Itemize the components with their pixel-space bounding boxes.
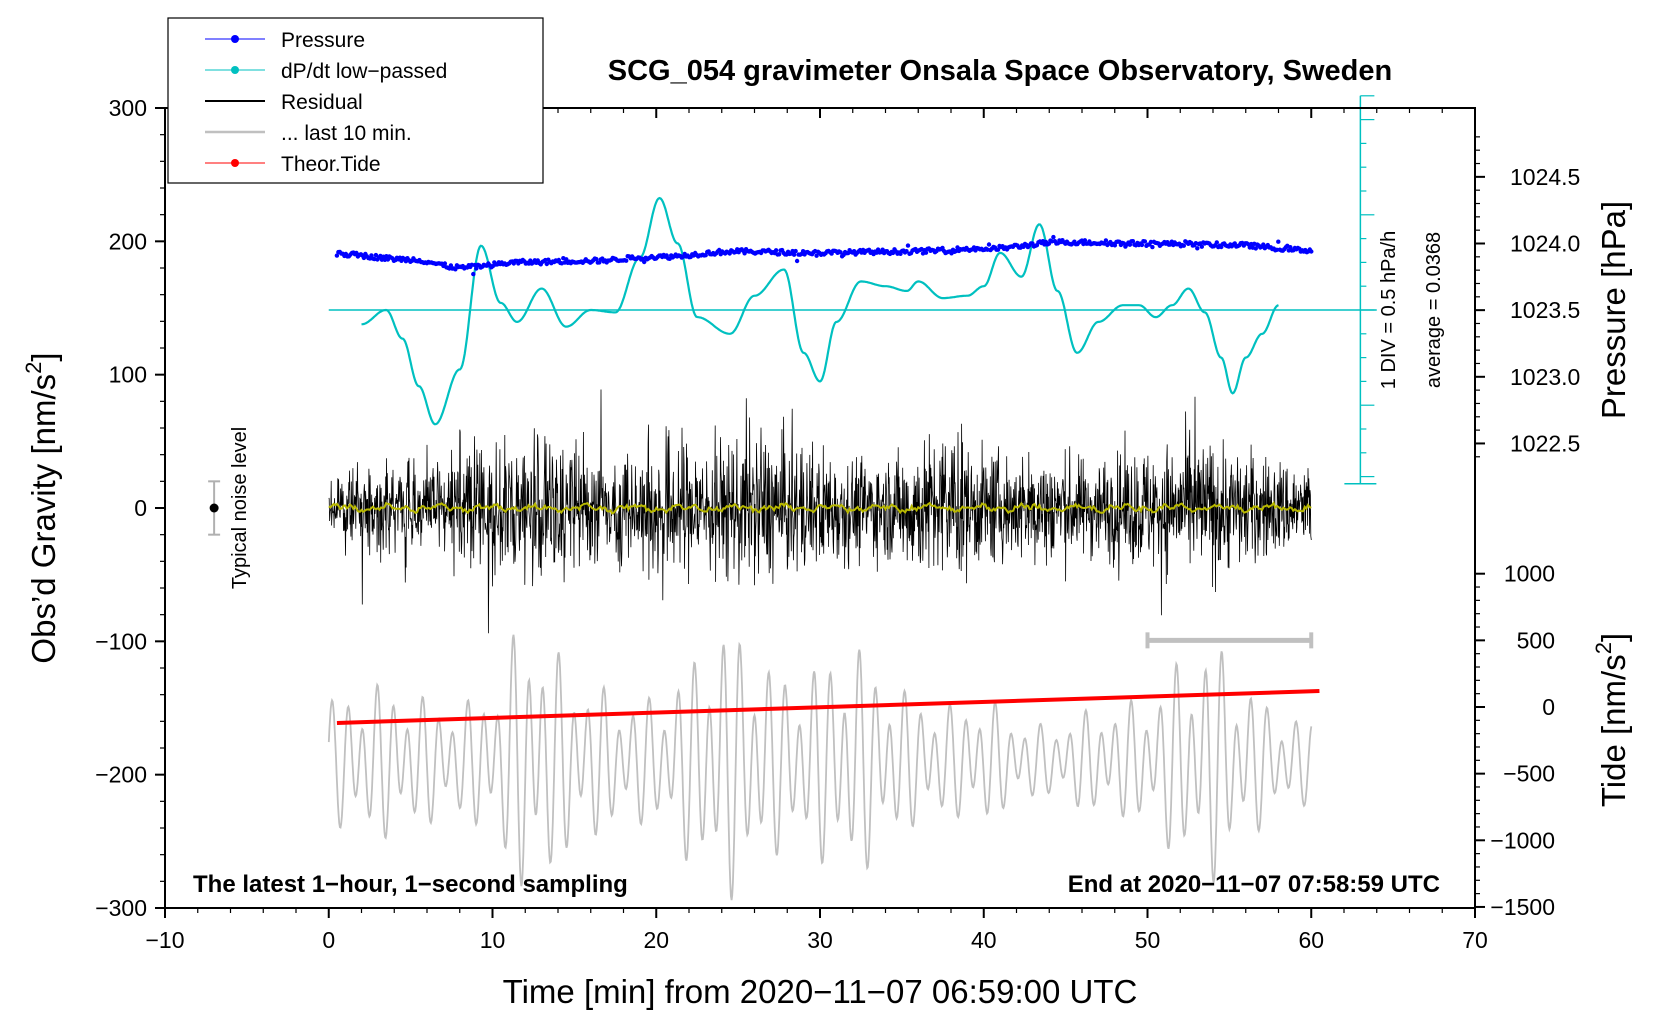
tide-tick-label: 500 bbox=[1517, 627, 1555, 653]
pressure-point bbox=[1309, 249, 1314, 254]
axis-ticks: −10 0 10 20 30 40 50 60 70−300−200−1000100200300… bbox=[95, 95, 1580, 953]
last-10-min-series bbox=[327, 634, 1313, 901]
pressure-point bbox=[564, 257, 569, 262]
legend-pressure-marker bbox=[231, 35, 239, 43]
pressure-point bbox=[1142, 239, 1148, 244]
x-tick-label: 0 bbox=[322, 927, 335, 953]
annotation-noise-level: Typical noise level bbox=[229, 427, 251, 589]
legend-dpdt-marker bbox=[231, 66, 239, 74]
x-tick-label: 30 bbox=[807, 927, 833, 953]
chart-extras bbox=[208, 480, 1314, 649]
pressure-point bbox=[814, 253, 819, 258]
x-tick-label: −10 bbox=[145, 927, 184, 953]
pressure-point bbox=[1181, 243, 1187, 248]
pressure-series bbox=[334, 234, 1314, 277]
x-tick-label: 10 bbox=[480, 927, 506, 953]
pressure-point bbox=[1199, 244, 1205, 249]
tide-tick-label: −500 bbox=[1503, 761, 1555, 787]
annotation-end-time: End at 2020−11−07 07:58:59 UTC bbox=[1068, 871, 1440, 898]
noise-bar-center bbox=[209, 503, 219, 513]
pressure-point bbox=[1276, 239, 1281, 244]
pressure-tick-label: 1024.5 bbox=[1510, 164, 1580, 190]
chart-title: SCG_054 gravimeter Onsala Space Observat… bbox=[608, 55, 1392, 87]
last-10-min-line bbox=[327, 634, 1313, 901]
y-axis-label-left: Obs’d Gravity [nm/s2] bbox=[21, 352, 62, 663]
y-tick-label: −200 bbox=[95, 762, 147, 788]
pressure-point bbox=[1130, 239, 1136, 244]
pressure-point bbox=[793, 248, 798, 254]
pressure-point bbox=[373, 252, 379, 258]
pressure-point bbox=[471, 271, 476, 277]
x-tick-label: 40 bbox=[971, 927, 997, 953]
pressure-point bbox=[995, 247, 1001, 252]
annotation-dpdt-average: average = 0.0368 bbox=[1423, 232, 1445, 388]
residual-mean-series bbox=[328, 500, 1312, 515]
y-axis-label-tide: Tide [nm/s2] bbox=[1591, 633, 1632, 807]
x-tick-label: 60 bbox=[1298, 927, 1324, 953]
pressure-point bbox=[1103, 238, 1109, 243]
x-tick-label: 70 bbox=[1462, 927, 1488, 953]
pressure-point bbox=[1112, 243, 1118, 248]
legend-last10-label: ... last 10 min. bbox=[281, 122, 412, 145]
legend-residual-label: Residual bbox=[281, 91, 363, 114]
tide-tick-label: 1000 bbox=[1504, 561, 1555, 587]
pressure-point bbox=[986, 242, 992, 247]
pressure-point bbox=[791, 252, 797, 257]
dpdt-line bbox=[361, 196, 1279, 426]
pressure-point bbox=[1150, 244, 1155, 250]
y-tick-label: 0 bbox=[134, 495, 147, 521]
pressure-point bbox=[776, 252, 782, 257]
y-axis-label-pressure: Pressure [hPa] bbox=[1595, 201, 1632, 419]
y-tick-label: −300 bbox=[95, 895, 147, 921]
pressure-tick-label: 1022.5 bbox=[1510, 430, 1580, 456]
pressure-point bbox=[1082, 238, 1088, 243]
y-tick-label: −100 bbox=[95, 628, 147, 654]
pressure-point bbox=[905, 243, 911, 248]
x-tick-label: 50 bbox=[1135, 927, 1161, 953]
legend: Pressure dP/dt low−passed Residual ... l… bbox=[167, 17, 544, 184]
annotation-sampling: The latest 1−hour, 1−second sampling bbox=[193, 871, 628, 898]
tide-tick-label: −1000 bbox=[1490, 827, 1555, 853]
legend-tide-label: Theor.Tide bbox=[281, 153, 381, 176]
pressure-point bbox=[923, 250, 929, 255]
legend-dpdt-label: dP/dt low−passed bbox=[281, 60, 447, 83]
annotation-dpdt-scale: 1 DIV = 0.5 hPa/h bbox=[1378, 231, 1400, 389]
pressure-point bbox=[1139, 242, 1145, 248]
y-tick-label: 200 bbox=[109, 228, 147, 254]
pressure-point bbox=[794, 258, 800, 264]
x-tick-label: 20 bbox=[643, 927, 669, 953]
pressure-point bbox=[642, 259, 647, 265]
pressure-point bbox=[1051, 234, 1056, 240]
theoretical-tide-series bbox=[336, 689, 1320, 725]
pressure-point bbox=[474, 266, 479, 271]
pressure-point bbox=[442, 261, 448, 266]
dpdt-series bbox=[328, 196, 1377, 426]
pressure-tick-label: 1023.5 bbox=[1510, 297, 1580, 323]
tide-tick-label: 0 bbox=[1542, 694, 1555, 720]
pressure-point bbox=[453, 267, 458, 272]
pressure-point bbox=[1214, 240, 1220, 245]
legend-pressure-label: Pressure bbox=[281, 29, 365, 52]
y-tick-label: 100 bbox=[109, 362, 147, 388]
pressure-point bbox=[904, 249, 909, 254]
residual-mean-line bbox=[328, 500, 1312, 515]
dpdt-axis bbox=[1344, 95, 1377, 485]
pressure-point bbox=[838, 250, 843, 255]
pressure-point bbox=[773, 248, 779, 253]
pressure-point bbox=[1253, 246, 1259, 251]
pressure-point bbox=[624, 258, 629, 263]
legend-tide-marker bbox=[231, 159, 239, 167]
pressure-point bbox=[1288, 245, 1293, 250]
tide-line bbox=[336, 689, 1320, 725]
pressure-point bbox=[594, 256, 599, 262]
tide-tick-label: −1500 bbox=[1490, 894, 1555, 920]
x-axis-label: Time [min] from 2020−11−07 06:59:00 UTC bbox=[503, 973, 1138, 1010]
pressure-point bbox=[334, 253, 340, 258]
pressure-point bbox=[1127, 242, 1133, 247]
y-tick-label: 300 bbox=[109, 95, 147, 121]
pressure-point bbox=[1195, 246, 1200, 251]
pressure-tick-label: 1023.0 bbox=[1510, 364, 1580, 390]
pressure-tick-label: 1024.0 bbox=[1510, 231, 1580, 257]
